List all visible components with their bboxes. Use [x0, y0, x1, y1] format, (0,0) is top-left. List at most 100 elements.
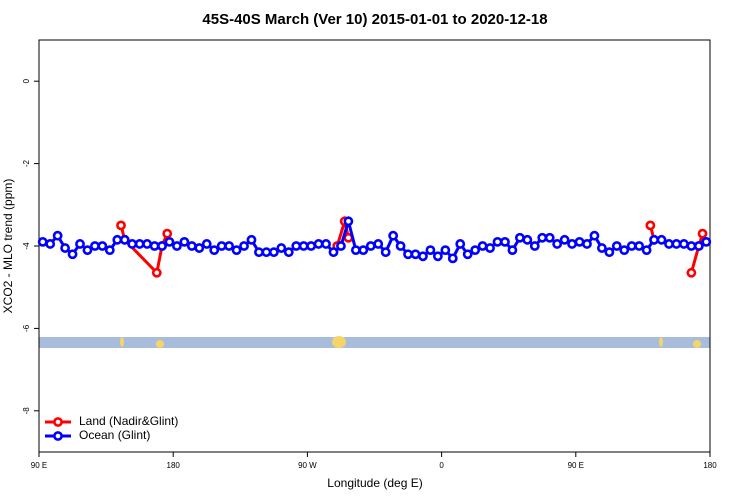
point: [172, 241, 182, 251]
point: [157, 241, 167, 251]
point: [440, 245, 451, 256]
y-tick-label: -4: [22, 242, 31, 250]
legend-label: Ocean (Glint): [79, 428, 150, 442]
legend-marker: [53, 431, 63, 441]
y-axis-label: XCO2 - MLO trend (ppm): [1, 179, 15, 314]
point: [97, 241, 108, 251]
point: [365, 241, 376, 251]
point: [514, 232, 525, 243]
ocean-strip: [39, 337, 710, 348]
point: [283, 247, 294, 258]
point: [529, 241, 540, 251]
point: [149, 241, 160, 251]
point: [127, 239, 138, 249]
point: [246, 234, 257, 245]
point: [537, 232, 548, 243]
x-tick-label: 0: [439, 461, 444, 470]
point: [582, 239, 592, 249]
legend-label: Land (Nadir&Glint): [79, 414, 178, 428]
x-tick-label: 90 W: [298, 461, 317, 470]
point: [447, 253, 458, 264]
land-patch: [693, 340, 701, 348]
point: [604, 247, 615, 258]
x-tick-label: 90 E: [568, 461, 584, 470]
point: [194, 243, 205, 253]
x-axis-label: Longitude (deg E): [327, 476, 422, 490]
point: [686, 241, 697, 251]
point: [686, 267, 697, 278]
land-strip: [39, 336, 710, 348]
point: [425, 245, 436, 256]
x-tick-label: 180: [703, 461, 717, 470]
point: [254, 247, 264, 258]
y-tick-label: 0: [22, 78, 31, 83]
point: [500, 236, 510, 247]
point: [645, 220, 656, 231]
point: [380, 247, 391, 258]
point: [589, 230, 600, 241]
point: [701, 236, 712, 247]
point: [75, 239, 85, 249]
land-patch: [156, 340, 164, 348]
point: [186, 241, 197, 251]
y-tick-label: -6: [22, 324, 31, 332]
point: [693, 241, 704, 251]
point: [224, 241, 235, 251]
point: [276, 243, 287, 253]
point: [418, 251, 428, 262]
point: [656, 234, 667, 245]
chart-title: 45S-40S March (Ver 10) 2015-01-01 to 202…: [202, 11, 547, 28]
point: [388, 230, 399, 241]
land-patch: [332, 336, 346, 348]
point: [567, 239, 577, 249]
point: [544, 232, 555, 243]
point: [611, 241, 622, 251]
point: [268, 247, 279, 258]
point: [142, 239, 153, 249]
point: [261, 247, 272, 258]
land-patch: [120, 337, 124, 347]
point: [201, 239, 212, 249]
point: [492, 236, 503, 247]
point: [559, 234, 570, 245]
point: [373, 239, 384, 249]
point: [313, 239, 324, 249]
point: [179, 236, 190, 247]
series: [37, 215, 712, 264]
point: [37, 236, 48, 247]
point: [358, 245, 369, 256]
point: [82, 245, 93, 256]
point: [671, 239, 682, 249]
point: [119, 234, 130, 245]
point: [151, 267, 162, 278]
point: [574, 236, 585, 247]
point: [216, 241, 227, 251]
y-tick-label: -8: [22, 407, 31, 415]
point: [321, 239, 331, 249]
point: [52, 230, 63, 241]
point: [470, 245, 481, 256]
point: [697, 228, 708, 239]
point: [298, 241, 309, 251]
x-tick-label: 90 E: [31, 461, 47, 470]
point: [239, 241, 249, 251]
land-patch: [659, 337, 663, 347]
point: [291, 241, 302, 251]
point: [112, 234, 123, 245]
point: [552, 239, 563, 249]
point: [664, 239, 674, 249]
point: [649, 234, 659, 245]
point: [522, 234, 533, 245]
point: [336, 241, 346, 251]
point: [455, 239, 466, 249]
point: [679, 239, 689, 249]
point: [328, 247, 339, 258]
point: [164, 236, 175, 247]
point: [619, 245, 630, 256]
point: [45, 239, 56, 249]
point: [60, 243, 70, 253]
point: [67, 249, 78, 260]
point: [209, 245, 220, 256]
point: [350, 245, 361, 256]
